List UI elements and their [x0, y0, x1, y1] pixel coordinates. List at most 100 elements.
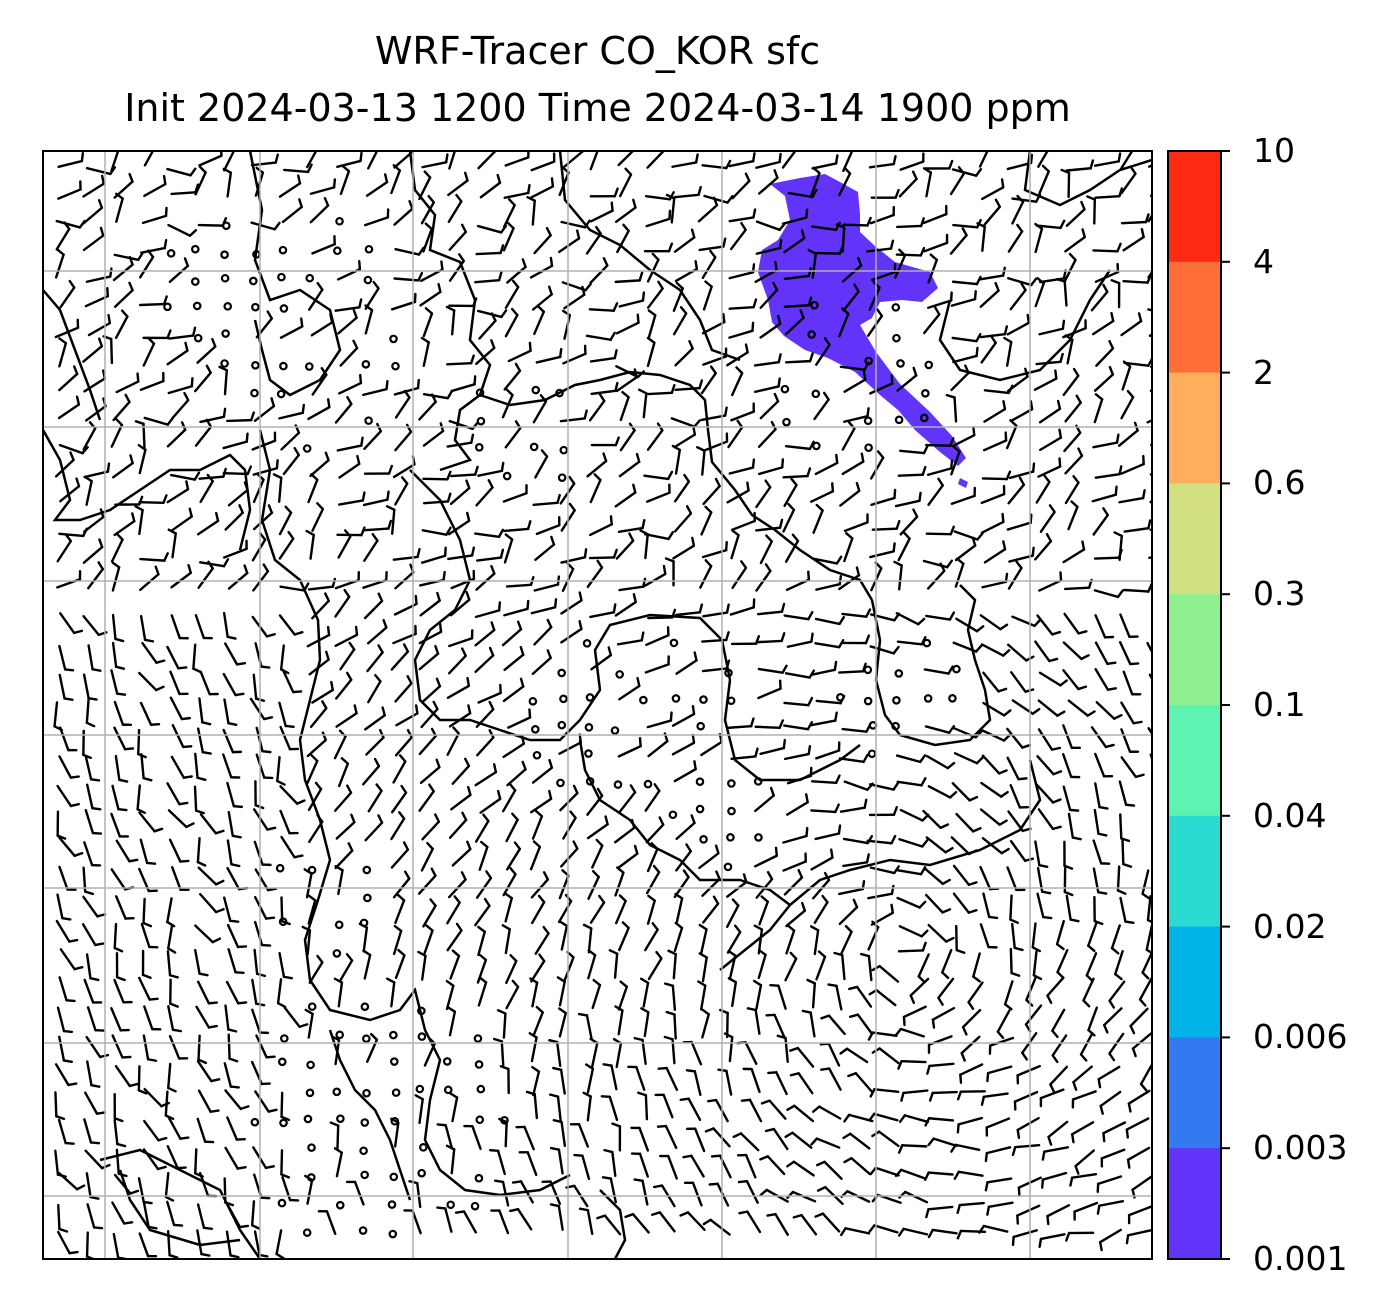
wind-barb-icon [1094, 187, 1123, 199]
wind-barb-icon [755, 563, 772, 592]
calm-circle-icon [190, 244, 200, 254]
wind-barb-icon [982, 431, 1008, 452]
wind-barb-icon [446, 676, 470, 699]
wind-barb-icon [726, 481, 750, 504]
wind-barb-icon [446, 922, 463, 952]
wind-barb-icon [895, 612, 926, 626]
wind-barb-icon [868, 155, 897, 169]
wind-barb-icon [839, 1047, 869, 1064]
wind-barb-icon [477, 683, 502, 704]
wind-barb-icon [759, 738, 787, 756]
wind-barb-icon [1011, 699, 1041, 715]
wind-barb-icon [1093, 895, 1104, 926]
wind-barb-icon [56, 810, 67, 840]
wind-barb-icon [1065, 1231, 1095, 1242]
wind-barb-icon [504, 279, 520, 309]
calm-circle-icon [221, 221, 231, 231]
wind-barb-icon [1120, 389, 1135, 420]
wind-barb-icon [533, 305, 546, 336]
wind-barb-icon [758, 895, 769, 926]
wind-barb-icon [1013, 1090, 1039, 1111]
wind-barb-icon [656, 1124, 678, 1150]
wind-barb-icon [619, 784, 637, 813]
wind-barb-icon [614, 483, 637, 508]
wind-barb-icon [385, 505, 396, 535]
calm-circle-icon [362, 1088, 371, 1098]
wind-barb-icon [197, 866, 225, 886]
wind-barb-icon [1039, 1088, 1065, 1108]
wind-barb-icon [1119, 813, 1131, 843]
wind-barb-icon [86, 1060, 101, 1088]
wind-barb-icon [871, 519, 901, 531]
wind-barb-icon [85, 267, 113, 283]
wind-barb-icon [303, 868, 313, 899]
wind-barb-icon [754, 786, 775, 813]
wind-barb-icon [278, 174, 302, 198]
wind-barb-icon [1092, 433, 1120, 449]
wind-barb-icon [952, 892, 978, 914]
wind-barb-icon [534, 535, 556, 561]
wind-barb-icon [1036, 755, 1063, 776]
colorbar-tick-label: 0.001 [1253, 1239, 1348, 1278]
wind-barb-icon [549, 1203, 564, 1231]
wind-barb-icon [364, 814, 384, 842]
wind-barb-icon [1060, 168, 1071, 199]
calm-circle-icon [476, 1084, 486, 1094]
wind-barb-icon [643, 470, 674, 481]
wind-barb-icon [789, 1046, 815, 1068]
wind-barb-icon [588, 393, 606, 422]
wind-barb-icon [759, 314, 782, 339]
wind-barb-icon [530, 152, 556, 172]
wind-barb-icon [450, 569, 476, 590]
calm-circle-icon [699, 695, 708, 704]
wind-barb-icon [474, 897, 491, 927]
wind-barb-icon [454, 1210, 478, 1234]
wind-barb-icon [1006, 153, 1034, 171]
wind-barb-icon [866, 239, 895, 253]
wind-barb-icon [757, 679, 782, 700]
wind-barb-icon [1037, 728, 1062, 751]
wind-barb-icon [227, 564, 249, 590]
wind-barb-icon [665, 193, 676, 224]
wind-barb-icon [1063, 840, 1074, 870]
wind-barb-icon [394, 893, 406, 924]
wind-barb-icon [683, 1181, 703, 1207]
wind-barb-icon [226, 411, 256, 423]
wind-barb-icon [869, 542, 896, 559]
wind-barb-icon [450, 785, 472, 811]
calm-circle-icon [250, 388, 259, 398]
calm-circle-icon [415, 1084, 425, 1094]
wind-barb-icon [1126, 1146, 1151, 1169]
wind-barb-icon [924, 724, 956, 734]
wind-barb-icon [82, 615, 108, 637]
wind-barb-icon [418, 727, 437, 756]
wind-barb-icon [451, 757, 471, 785]
wind-barb-icon [164, 1090, 175, 1121]
wind-barb-icon [1090, 283, 1109, 312]
wind-barb-icon [896, 636, 927, 646]
wind-barb-icon [633, 1036, 647, 1066]
wind-barb-icon [390, 811, 406, 841]
wind-barb-icon [757, 664, 788, 674]
wind-barb-icon [169, 978, 179, 1008]
wind-barb-icon [1032, 950, 1043, 981]
wind-barb-icon [839, 798, 868, 813]
wind-barb-icon [755, 238, 783, 255]
wind-barb-icon [665, 1010, 677, 1040]
wind-barb-icon [909, 977, 930, 1005]
wind-barb-icon [675, 843, 692, 872]
wind-barb-icon [506, 760, 527, 787]
calm-circle-icon [695, 777, 705, 786]
wind-barb-icon [806, 978, 817, 1009]
calm-circle-icon [531, 725, 540, 734]
wind-barb-icon [222, 539, 248, 559]
wind-barb-icon [199, 670, 219, 696]
wind-barb-icon [529, 789, 553, 814]
calm-circle-icon [220, 273, 230, 283]
wind-barb-icon [166, 782, 189, 806]
wind-barb-icon [589, 603, 617, 619]
wind-barb-icon [758, 169, 779, 195]
wind-barb-icon [842, 283, 860, 312]
wind-barb-icon [82, 538, 104, 564]
wind-barb-icon [253, 895, 276, 920]
